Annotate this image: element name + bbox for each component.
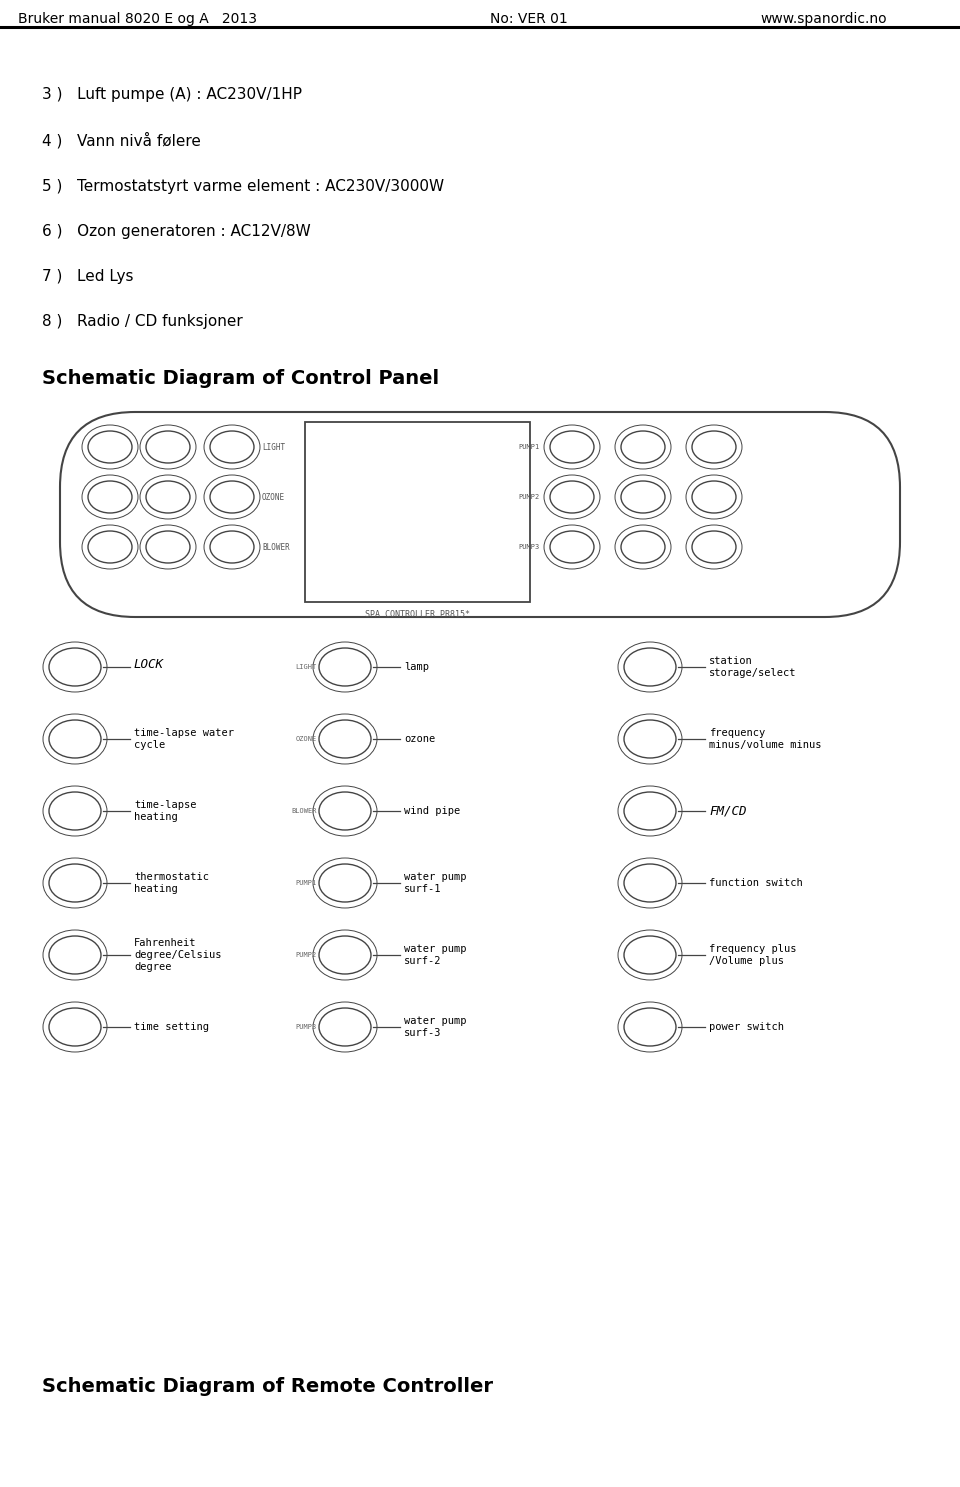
Text: 6 )   Ozon generatoren : AC12V/8W: 6 ) Ozon generatoren : AC12V/8W [42,225,311,239]
Bar [305,422,530,602]
Text: time-lapse
heating: time-lapse heating [134,800,197,822]
Text: function switch: function switch [709,877,803,888]
Text: SPA CONTROLLER PR815*: SPA CONTROLLER PR815* [365,610,470,619]
Text: LIGHT: LIGHT [262,443,285,452]
Text: PUMP1: PUMP1 [296,880,317,886]
Text: Schematic Diagram of Control Panel: Schematic Diagram of Control Panel [42,369,439,388]
Text: OZONE: OZONE [262,492,285,501]
Text: water pump
surf-3: water pump surf-3 [404,1016,467,1038]
Text: LIGHT: LIGHT [296,665,317,671]
Text: frequency plus
/Volume plus: frequency plus /Volume plus [709,944,797,965]
Text: station
storage/select: station storage/select [709,656,797,678]
Text: time-lapse water
cycle: time-lapse water cycle [134,729,234,749]
Text: Fahrenheit
degree/Celsius
degree: Fahrenheit degree/Celsius degree [134,938,222,971]
Text: BLOWER: BLOWER [262,543,290,552]
Text: frequency
minus/volume minus: frequency minus/volume minus [709,729,822,749]
Text: 7 )   Led Lys: 7 ) Led Lys [42,269,133,284]
Text: BLOWER: BLOWER [292,807,317,813]
Text: wind pipe: wind pipe [404,806,460,816]
Text: 3 )   Luft pumpe (A) : AC230V/1HP: 3 ) Luft pumpe (A) : AC230V/1HP [42,88,302,103]
Text: power switch: power switch [709,1022,784,1032]
Text: PUMP2: PUMP2 [518,494,540,500]
Text: time setting: time setting [134,1022,209,1032]
Text: 8 )   Radio / CD funksjoner: 8 ) Radio / CD funksjoner [42,314,243,329]
Text: PUMP3: PUMP3 [296,1025,317,1030]
Text: No: VER 01: No: VER 01 [490,12,567,25]
Text: www.spanordic.no: www.spanordic.no [760,12,887,25]
Text: water pump
surf-2: water pump surf-2 [404,944,467,965]
Text: OZONE: OZONE [296,736,317,742]
Text: ozone: ozone [404,735,435,744]
Text: Bruker manual 8020 E og A   2013: Bruker manual 8020 E og A 2013 [18,12,257,25]
Text: PUMP3: PUMP3 [518,544,540,550]
Text: lamp: lamp [404,662,429,672]
Text: 5 )   Termostatstyrt varme element : AC230V/3000W: 5 ) Termostatstyrt varme element : AC230… [42,178,444,193]
Text: PUMP2: PUMP2 [296,952,317,958]
Text: Schematic Diagram of Remote Controller: Schematic Diagram of Remote Controller [42,1377,493,1396]
Text: 4 )   Vann nivå følere: 4 ) Vann nivå følere [42,132,201,149]
Text: PUMP1: PUMP1 [518,445,540,451]
Text: FM/CD: FM/CD [709,804,747,818]
Text: water pump
surf-1: water pump surf-1 [404,873,467,894]
Text: thermostatic
heating: thermostatic heating [134,873,209,894]
Text: LOCK: LOCK [134,659,164,672]
